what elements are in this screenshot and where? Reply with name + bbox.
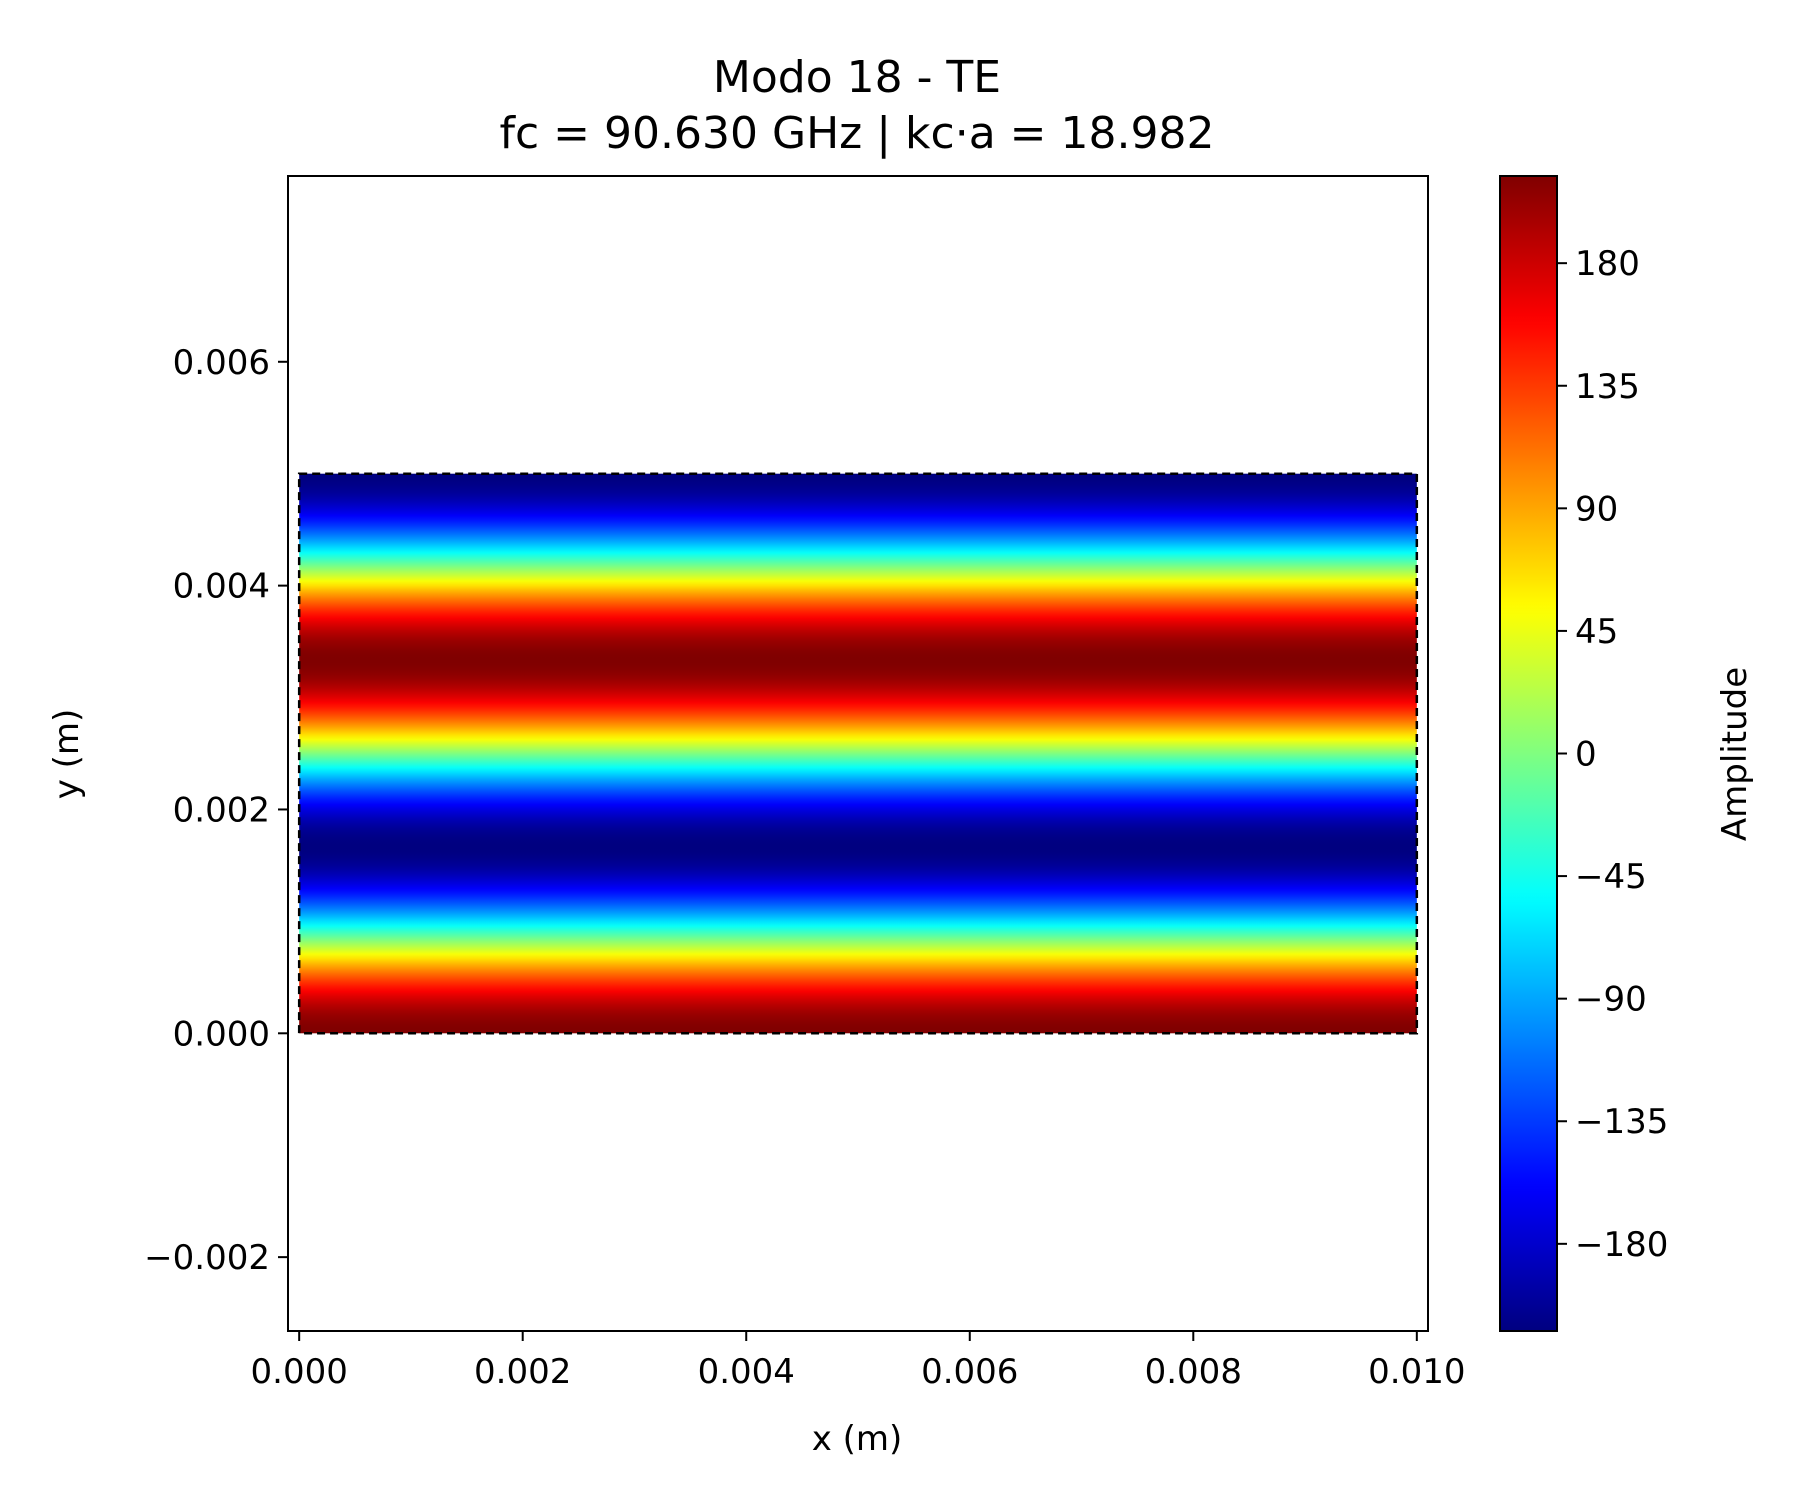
plot-frame	[287, 175, 1429, 1332]
colorbar-tick-label: −180	[1575, 1225, 1668, 1265]
y-tick-label: 0.006	[173, 343, 270, 383]
x-tick-label: 0.008	[1145, 1352, 1242, 1392]
colorbar-tick-label: 135	[1575, 367, 1640, 407]
colorbar-label: Amplitude	[1715, 667, 1755, 841]
colorbar-tick-label: 90	[1575, 489, 1618, 529]
chart-title-line2: fc = 90.630 GHz | kc·a = 18.982	[500, 108, 1215, 159]
colorbar-tick-label: 0	[1575, 735, 1597, 775]
plot-area: 0.000 0.002 0.004 0.006 0.008 0.010 −0.002 0.0…	[47, 175, 1465, 1459]
colorbar-tick-label: 180	[1575, 244, 1640, 284]
colorbar-tick-label: −45	[1575, 857, 1647, 897]
colorbar-ticks: 180 135 90 45 0 −45 −90 −135 −180	[1557, 244, 1668, 1265]
colorbar: 180 135 90 45 0 −45 −90 −135 −180 Amplitude	[1499, 175, 1755, 1332]
y-tick-label: 0.000	[173, 1014, 270, 1054]
x-tick-label: 0.010	[1368, 1352, 1465, 1392]
colorbar-tick-label: −135	[1575, 1102, 1668, 1142]
x-tick-label: 0.006	[921, 1352, 1018, 1392]
colorbar-fill	[1500, 176, 1557, 1331]
x-tick-label: 0.002	[474, 1352, 571, 1392]
y-tick-label: 0.004	[173, 567, 270, 607]
x-axis-label: x (m)	[812, 1419, 903, 1459]
x-axis: 0.000 0.002 0.004 0.006 0.008 0.010	[251, 1331, 1465, 1392]
y-axis: −0.002 0.000 0.002 0.004 0.006	[144, 343, 288, 1278]
x-tick-label: 0.000	[251, 1352, 348, 1392]
field-heatmap	[299, 473, 1417, 1034]
chart-title: Modo 18 - TE fc = 90.630 GHz | kc·a = 18…	[500, 52, 1215, 159]
y-tick-label: −0.002	[144, 1238, 270, 1278]
colorbar-tick-label: −90	[1575, 980, 1647, 1020]
y-tick-label: 0.002	[173, 790, 270, 830]
guide-outline	[297, 472, 1419, 1035]
colorbar-tick-label: 45	[1575, 612, 1618, 652]
x-tick-label: 0.004	[698, 1352, 795, 1392]
y-axis-label: y (m)	[47, 709, 87, 800]
chart-title-line1: Modo 18 - TE	[713, 52, 1001, 103]
